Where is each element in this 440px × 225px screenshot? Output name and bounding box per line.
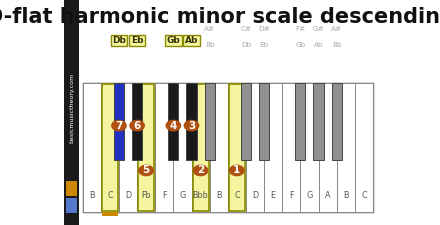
Bar: [259, 83, 269, 160]
Text: 4: 4: [170, 121, 177, 130]
Text: C#: C#: [240, 26, 252, 32]
Bar: [102, 84, 118, 211]
Bar: [332, 83, 342, 160]
Bar: [66, 181, 77, 196]
Text: basicmusictheory.com: basicmusictheory.com: [69, 73, 74, 143]
Text: Db: Db: [241, 42, 251, 48]
Bar: [191, 83, 210, 212]
Text: Bbb: Bbb: [193, 191, 209, 200]
Text: A#: A#: [331, 26, 342, 32]
Bar: [246, 83, 264, 212]
Bar: [229, 84, 245, 211]
Bar: [228, 83, 246, 212]
Bar: [205, 83, 215, 160]
Text: Ab: Ab: [185, 36, 198, 45]
Bar: [313, 83, 323, 160]
Bar: [102, 212, 118, 216]
Bar: [282, 83, 301, 212]
Bar: [210, 83, 228, 212]
Circle shape: [130, 120, 144, 131]
Bar: [168, 83, 179, 160]
Bar: [101, 83, 119, 212]
Text: G: G: [306, 191, 312, 200]
Circle shape: [112, 120, 126, 131]
Bar: [132, 83, 142, 160]
Bar: [319, 83, 337, 212]
Bar: [173, 83, 191, 212]
Bar: [355, 83, 373, 212]
Text: B: B: [343, 191, 348, 200]
Text: B: B: [89, 191, 95, 200]
Text: C: C: [361, 191, 367, 200]
Text: Bb: Bb: [332, 42, 341, 48]
Text: 5: 5: [143, 165, 150, 176]
Text: B: B: [216, 191, 221, 200]
Bar: [64, 0, 79, 225]
Bar: [337, 83, 355, 212]
Circle shape: [166, 120, 180, 131]
Text: Bb: Bb: [205, 42, 214, 48]
Text: Gb: Gb: [295, 42, 305, 48]
Circle shape: [139, 165, 154, 176]
Bar: [301, 83, 319, 212]
Bar: [264, 83, 282, 212]
Bar: [295, 83, 305, 160]
Text: 3: 3: [188, 121, 195, 130]
Bar: [155, 83, 173, 212]
Text: D#: D#: [258, 26, 270, 32]
Text: F#: F#: [295, 26, 305, 32]
Circle shape: [184, 120, 199, 131]
Text: C: C: [107, 191, 113, 200]
Text: D-flat harmonic minor scale descending: D-flat harmonic minor scale descending: [0, 7, 440, 27]
Circle shape: [194, 165, 208, 176]
Bar: [114, 83, 124, 160]
Bar: [119, 83, 137, 212]
Bar: [83, 83, 101, 212]
Bar: [137, 83, 155, 212]
Text: 1: 1: [233, 165, 241, 176]
Text: F: F: [162, 191, 167, 200]
Text: Fb: Fb: [141, 191, 151, 200]
Text: E: E: [271, 191, 275, 200]
Text: C: C: [234, 191, 240, 200]
Circle shape: [230, 165, 244, 176]
Bar: [193, 84, 209, 211]
Text: Eb: Eb: [131, 36, 143, 45]
Bar: [241, 83, 251, 160]
Text: 2: 2: [197, 165, 204, 176]
Text: 6: 6: [133, 121, 141, 130]
Bar: [66, 198, 77, 213]
Bar: [187, 83, 197, 160]
Text: A#: A#: [204, 26, 215, 32]
Text: Gb: Gb: [166, 36, 180, 45]
Text: G#: G#: [313, 26, 324, 32]
Text: Eb: Eb: [260, 42, 269, 48]
Text: Ab: Ab: [314, 42, 323, 48]
Text: 7: 7: [115, 121, 123, 130]
Text: F: F: [289, 191, 293, 200]
Text: G: G: [180, 191, 186, 200]
Bar: [138, 84, 154, 211]
Bar: [83, 83, 373, 212]
Text: Db: Db: [112, 36, 126, 45]
Text: D: D: [125, 191, 131, 200]
Text: D: D: [252, 191, 258, 200]
Text: A: A: [325, 191, 330, 200]
